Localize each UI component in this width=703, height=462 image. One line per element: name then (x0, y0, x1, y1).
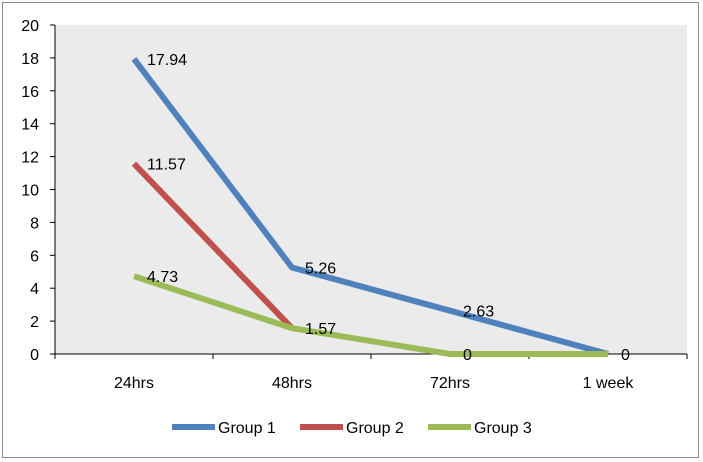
x-tick-label: 1 week (583, 375, 635, 392)
data-label: 2.63 (463, 304, 494, 321)
y-tick-label: 14 (21, 117, 39, 134)
data-label: 5.26 (305, 260, 336, 277)
legend-label-2: Group 2 (346, 420, 404, 437)
data-label: 11.57 (147, 157, 186, 174)
x-axis-ticks: 24hrs 48hrs 72hrs 1 week (54, 354, 688, 392)
y-tick-label: 12 (21, 150, 39, 167)
y-tick-label: 8 (30, 215, 39, 232)
data-label: 4.73 (147, 269, 178, 286)
legend-label-1: Group 1 (218, 420, 276, 437)
legend: Group 1 Group 2 Group 3 (172, 420, 532, 437)
y-tick-label: 18 (21, 51, 39, 68)
legend-label-3: Group 3 (474, 420, 532, 437)
series-lines (131, 57, 609, 357)
data-label: 1.57 (305, 321, 336, 338)
y-tick-label: 2 (30, 314, 39, 331)
series-line-3 (133, 273, 608, 357)
y-tick-label: 16 (21, 84, 39, 101)
y-tick-label: 20 (21, 18, 39, 35)
series-line-2 (131, 161, 295, 331)
data-label: 17.94 (147, 52, 187, 69)
y-tick-label: 6 (30, 248, 39, 265)
data-label: 0 (621, 347, 630, 364)
series-line-1 (131, 57, 609, 357)
data-label: 0 (463, 347, 472, 364)
data-labels: 17.94 5.26 2.63 0 11.57 4.73 1.57 0 (147, 52, 630, 364)
plot-area (55, 25, 687, 354)
x-tick-label: 48hrs (272, 375, 312, 392)
y-tick-label: 0 (30, 347, 39, 364)
y-tick-label: 4 (30, 281, 39, 298)
y-tick-label: 10 (21, 183, 39, 200)
x-tick-label: 72hrs (430, 375, 470, 392)
x-tick-label: 24hrs (114, 375, 154, 392)
y-axis-ticks: 0 2 4 6 8 10 12 14 16 18 20 (21, 18, 55, 364)
